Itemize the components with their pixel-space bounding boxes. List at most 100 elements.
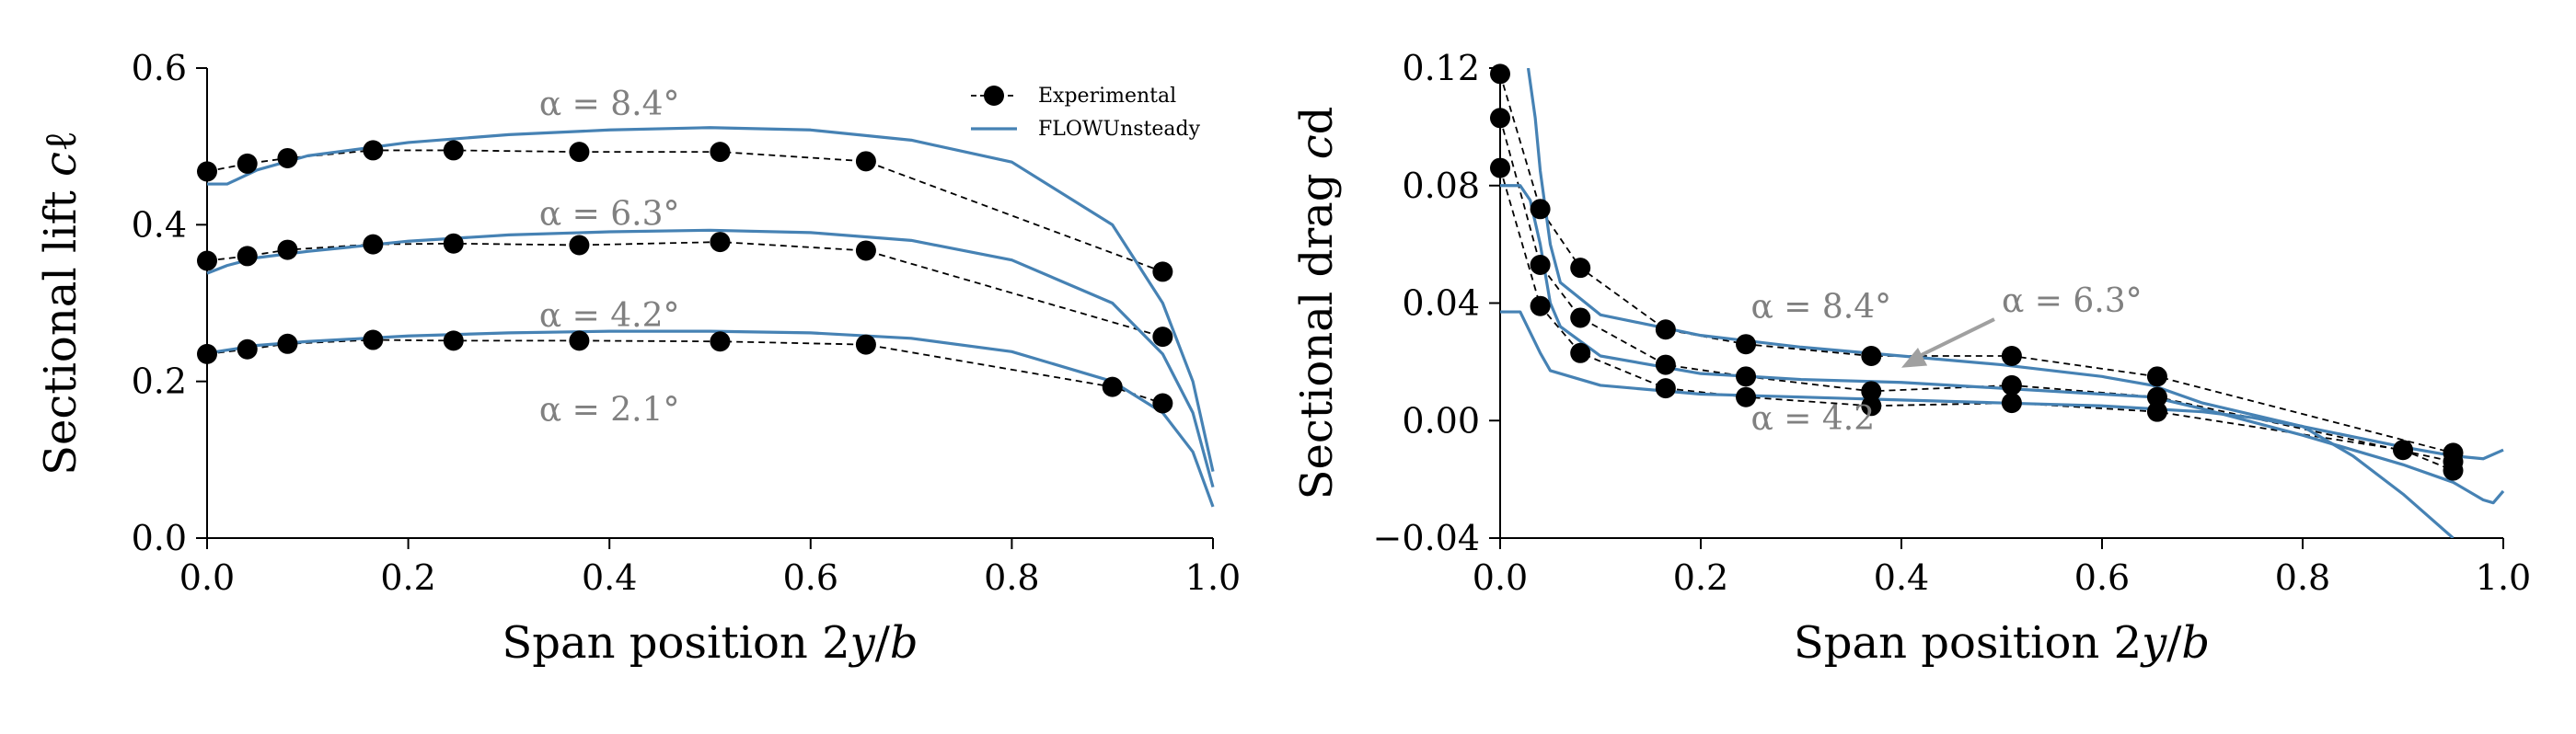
alpha-annotation: α = 8.4° [1751,288,1892,326]
experimental-point-alpha-4.2 [1570,342,1591,363]
annotation-arrow-head [1901,347,1928,368]
experimental-point-alpha-6.3 [443,233,464,254]
experimental-point-alpha-6.3 [1655,354,1676,375]
experimental-point-alpha-6.3 [1736,366,1757,387]
experimental-point-alpha-8.4 [443,140,464,161]
experimental-point-alpha-4.2 [2443,460,2464,481]
x-tick-label: 0.0 [179,557,235,598]
experimental-point-alpha-8.4 [1530,199,1551,220]
experimental-point-alpha-6.3 [2001,374,2022,396]
experimental-point-alpha-6.3 [237,246,258,267]
plot-area [206,126,1215,508]
experimental-point-alpha-6.3 [277,239,298,260]
flowunsteady-line-alpha-8.4 [207,126,1215,472]
experimental-point-alpha-6.3 [1152,327,1173,348]
experimental-point-alpha-4.2 [2146,401,2167,422]
flowunsteady-line-alpha-6.3 [1500,184,2505,505]
y-axis-label: Sectional lift cℓ [35,131,87,476]
y-tick-label: 0.0 [132,518,187,558]
alpha-annotation: α = 8.4° [539,86,680,123]
x-axis-label: Span position 2y/b [502,617,918,669]
experimental-point-alpha-4.2 [710,331,731,352]
experimental-line-alpha-8.4 [206,149,1163,273]
y-tick-label: 0.2 [132,361,187,402]
x-tick-label: 0.6 [783,557,838,598]
flowunsteady-line-alpha-4.2 [1500,310,2455,538]
experimental-point-alpha-4.2 [197,343,217,364]
experimental-point-alpha-6.3 [197,250,217,271]
experimental-point-alpha-8.4 [2001,345,2022,366]
experimental-point-alpha-4.2 [1655,378,1676,399]
experimental-point-alpha-4.2 [443,330,464,351]
experimental-point-alpha-8.4 [1861,345,1882,366]
experimental-point-alpha-4.2 [2001,393,2022,414]
experimental-point-alpha-4.2 [1490,157,1510,178]
experimental-line-alpha-8.4 [1499,74,2454,454]
alpha-annotation: α = 4.2° [539,297,680,335]
x-tick-label: 0.4 [1874,557,1929,598]
experimental-point-alpha-4.2 [237,338,258,360]
x-tick-label: 0.0 [1473,557,1528,598]
experimental-point-alpha-6.3 [855,240,876,261]
experimental-point-alpha-8.4 [197,161,217,182]
alpha-annotation: α = 2.1° [539,391,680,429]
experimental-point-alpha-4.2 [569,330,590,351]
x-tick-label: 1.0 [2476,557,2531,598]
legend-experimental-label: Experimental [1038,85,1176,108]
experimental-point-alpha-6.3 [1530,254,1551,275]
experimental-point-alpha-8.4 [1490,63,1510,85]
y-tick-label: 0.12 [1402,48,1480,88]
experimental-point-alpha-4.2 [855,334,876,355]
experimental-point-alpha-8.4 [2146,366,2167,387]
experimental-line-alpha-4.2 [1499,167,2454,472]
experimental-point-alpha-4.2 [363,329,384,350]
flowunsteady-line-alpha-4.2 [206,329,1215,508]
alpha-annotation: α = 4.2 [1751,400,1876,438]
experimental-point-alpha-6.3 [569,235,590,256]
legend-experimental-marker [984,86,1004,106]
experimental-point-alpha-4.2 [1102,376,1123,397]
experimental-point-alpha-8.4 [569,142,590,163]
experimental-point-alpha-4.2 [1152,393,1173,414]
experimental-point-alpha-4.2 [1736,386,1757,407]
experimental-point-alpha-8.4 [1152,261,1173,282]
experimental-point-alpha-6.3 [2146,386,2167,407]
alpha-annotation: α = 6.3° [2002,282,2143,320]
x-tick-label: 0.8 [2275,557,2330,598]
experimental-point-alpha-8.4 [237,153,258,174]
x-tick-label: 0.6 [2074,557,2130,598]
experimental-point-alpha-6.3 [1490,108,1510,129]
experimental-point-alpha-8.4 [855,151,876,172]
x-tick-label: 0.4 [582,557,637,598]
y-axis-label: Sectional drag cd [1291,107,1343,500]
experimental-point-alpha-8.4 [1655,319,1676,340]
flowunsteady-line-alpha-6.3 [206,228,1215,488]
y-tick-label: 0.4 [132,204,187,245]
x-tick-label: 0.2 [380,557,435,598]
experimental-point-alpha-8.4 [1736,334,1757,355]
experimental-line-alpha-6.3 [206,241,1163,338]
experimental-point-alpha-6.3 [363,234,384,255]
experimental-point-alpha-4.2 [1530,295,1551,316]
x-tick-label: 1.0 [1185,557,1241,598]
annotation-arrow-shaft [1917,317,1995,359]
experimental-point-alpha-8.4 [710,142,731,163]
experimental-point-alpha-6.3 [1861,381,1882,402]
x-tick-label: 0.2 [1673,557,1728,598]
experimental-point-alpha-4.2 [1861,396,1882,417]
y-tick-label: 0.6 [132,48,187,88]
legend-flowunsteady-label: FLOWUnsteady [1038,118,1201,141]
experimental-point-alpha-8.4 [363,140,384,161]
experimental-point-alpha-8.4 [277,147,298,168]
drag-chart-panel: 0.0 0.2 0.4 0.6 0.8 1.0 −0.04 0.00 0.04 0.08 0.12 S… [1291,48,2531,669]
experimental-point-alpha-4.2 [2393,440,2413,461]
experimental-point-alpha-6.3 [1570,307,1591,328]
experimental-point-alpha-6.3 [710,232,731,253]
lift-chart-panel: 0.0 0.2 0.4 0.6 0.8 1.0 0.0 0.2 0.4 0.6 Span posit… [35,48,1241,669]
experimental-point-alpha-8.4 [1570,258,1591,279]
y-tick-label: 0.00 [1402,400,1480,441]
x-tick-label: 0.8 [984,557,1039,598]
x-axis-label: Span position 2y/b [1794,617,2210,669]
y-tick-label: 0.08 [1402,166,1480,206]
